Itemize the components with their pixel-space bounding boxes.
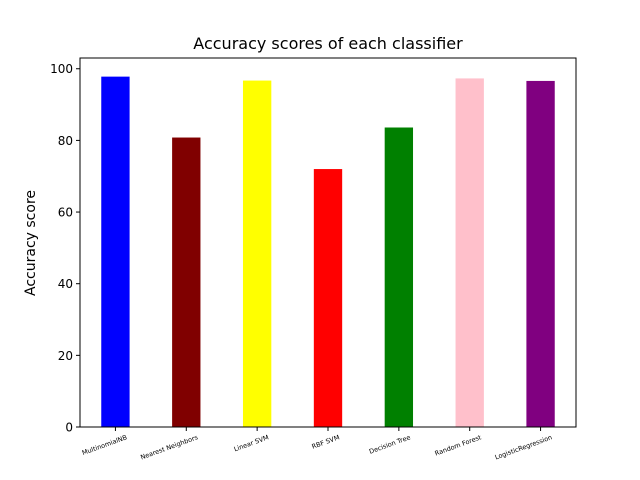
- x-tick-label: Random Forest: [434, 433, 483, 457]
- y-tick-label: 20: [58, 349, 73, 363]
- bars: [101, 76, 555, 428]
- y-tick-label: 100: [50, 62, 73, 76]
- x-tick-label: Nearest Neighbors: [139, 433, 199, 461]
- bar: [526, 80, 555, 427]
- y-tick-label: 80: [58, 134, 73, 148]
- x-tick-label: Linear SVM: [233, 433, 270, 453]
- bar: [242, 80, 272, 428]
- x-tick-label: Decision Tree: [368, 433, 411, 455]
- x-tick-label: MultinomialNB: [81, 433, 128, 457]
- bar: [101, 76, 130, 428]
- bar: [313, 169, 343, 427]
- chart-title: Accuracy scores of each classifier: [193, 34, 463, 53]
- x-axis-ticks: MultinomialNB Nearest Neighbors Linear SVM…: [81, 427, 553, 462]
- x-tick-label: RBF SVM: [311, 433, 341, 450]
- y-tick-label: 0: [65, 421, 73, 435]
- y-axis-label: Accuracy score: [23, 190, 39, 296]
- bar: [455, 78, 484, 428]
- y-tick-label: 60: [58, 206, 73, 220]
- y-tick-label: 40: [58, 277, 73, 291]
- x-tick-label: LogisticRegression: [494, 433, 553, 461]
- bar: [172, 137, 201, 427]
- y-axis-ticks: 0 20 40 60 80 100: [50, 62, 80, 435]
- plot-frame: [79, 57, 577, 428]
- bar: [384, 127, 414, 427]
